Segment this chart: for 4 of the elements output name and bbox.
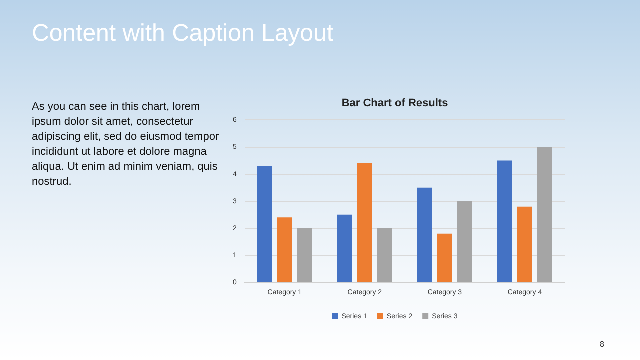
- text: 8: [600, 340, 604, 349]
- chart-title: Bar Chart of Results: [342, 98, 448, 110]
- text: As you can see in this chart, lorem ipsum dolor sit amet, consectetur adipiscing elit, sed do eiusmod tempor incididunt ut labore et dolore magna aliqua. Ut enim ad minim veniam, quis nostrud.: [32, 100, 220, 190]
- text: Content with Caption Layout: [32, 20, 334, 48]
